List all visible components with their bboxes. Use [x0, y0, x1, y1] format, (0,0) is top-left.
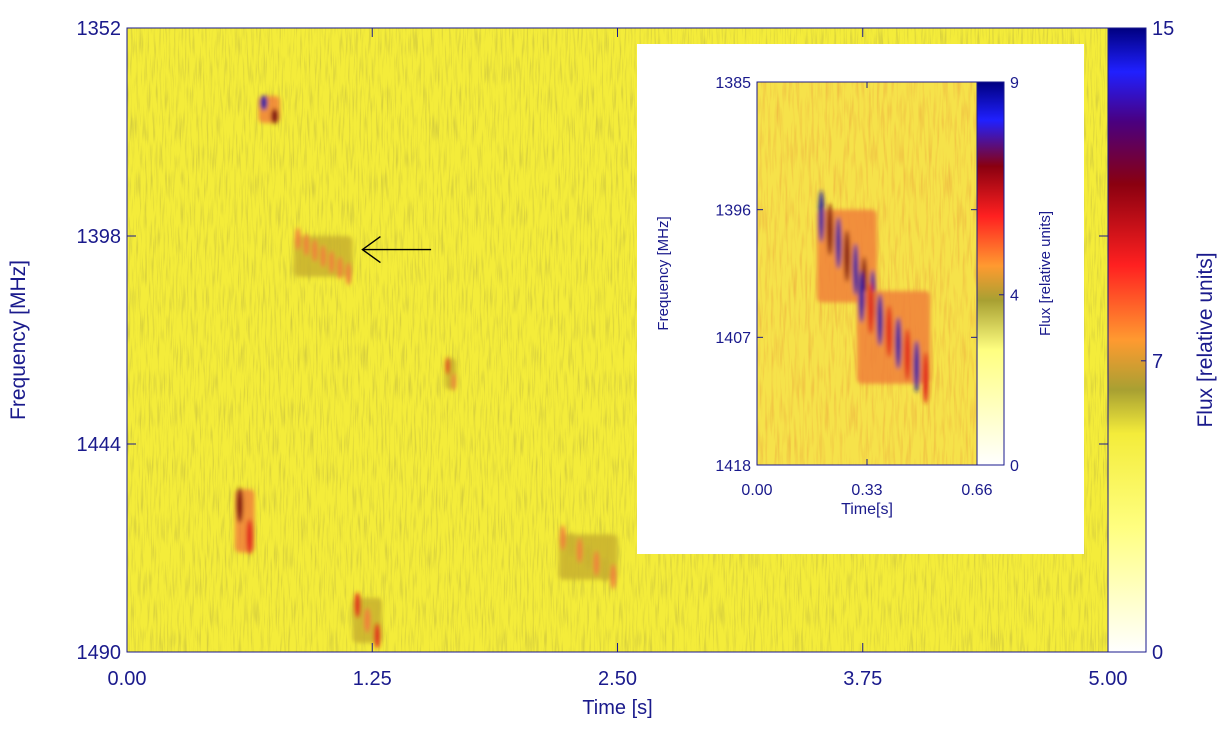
inset-colorbar-title: Flux [relative units] [1037, 211, 1054, 336]
inset-burst-1-spot-5 [904, 328, 911, 381]
main-burst-1-spot-6 [345, 262, 352, 286]
main-burst-1-spot-4 [328, 250, 335, 274]
main-burst-1 [293, 227, 353, 286]
main-burst-0-spot-1 [271, 108, 279, 124]
main-colorbar [1107, 27, 1147, 653]
main-features [234, 95, 618, 649]
inset-colorbar-tick-label: 0 [1010, 458, 1019, 475]
main-burst-0-spot-0 [260, 95, 268, 111]
main-burst-2-spot-1 [246, 518, 253, 555]
inset-y-tick-label: 1418 [715, 458, 751, 475]
main-burst-5-spot-2 [374, 622, 381, 649]
inset-burst-1-spot-0 [858, 270, 865, 323]
inset-x-axis-title: Time[s] [841, 501, 893, 518]
inset-colorbar [976, 81, 1005, 466]
main-burst-3 [444, 357, 457, 391]
inset-colorbar-tick-label: 9 [1010, 75, 1019, 92]
main-burst-4-spot-0 [560, 525, 566, 551]
main-burst-4-spot-6 [610, 563, 616, 590]
main-burst-4-spot-4 [593, 550, 600, 577]
inset-burst-1-spot-2 [876, 293, 883, 346]
inset-burst-1-spot-6 [913, 340, 920, 393]
main-y-tick-label: 1444 [77, 434, 122, 456]
inset-burst-0-spot-2 [835, 216, 842, 269]
main-burst-2-spot-0 [236, 487, 243, 523]
inset-burst-0-spot-1 [827, 203, 833, 256]
main-x-tick-label: 0.00 [108, 668, 147, 690]
inset-burst-0-spot-0 [818, 190, 825, 243]
main-y-tick-label: 1490 [77, 642, 122, 664]
main-burst-4-spot-5 [602, 557, 608, 583]
inset-burst-0-spot-4 [852, 243, 859, 296]
main-burst-1-spot-5 [337, 256, 343, 280]
inset-y-tick-label: 1407 [715, 330, 751, 347]
main-y-tick-label: 1352 [77, 18, 122, 40]
main-burst-0 [258, 95, 281, 124]
inset-chart: 0.00 0.33 0.66 1385 1396 1407 1418 Time[s] Frequ… [637, 44, 1084, 554]
main-burst-2 [234, 487, 255, 555]
main-x-tick-label: 5.00 [1089, 668, 1128, 690]
inset-x-tick-label: 0.00 [741, 482, 772, 499]
main-burst-4-spot-1 [568, 531, 574, 557]
main-colorbar-tick-label: 15 [1152, 18, 1174, 40]
inset-colorbar-tick-label: 4 [1010, 288, 1019, 305]
main-x-tick-label: 3.75 [843, 668, 882, 690]
inset-burst-1-spot-7 [922, 351, 929, 404]
inset-burst-1-spot-3 [886, 305, 893, 358]
inset-y-axis-title: Frequency [MHz] [655, 216, 672, 330]
main-burst-5 [352, 592, 383, 649]
main-y-tick-label: 1398 [77, 226, 122, 248]
main-burst-3-spot-0 [445, 357, 450, 375]
inset-burst-0-spot-3 [844, 230, 850, 283]
inset-burst-1-spot-4 [895, 317, 902, 370]
main-burst-1-spot-3 [320, 244, 326, 268]
inset-y-tick-label: 1396 [715, 202, 751, 219]
main-x-axis-title: Time [s] [582, 697, 652, 719]
inset-burst-1 [857, 270, 931, 404]
inset-x-tick-label: 0.33 [851, 482, 882, 499]
arrow-head [361, 235, 381, 264]
inset-features [817, 190, 931, 404]
inset-burst-halo-1 [857, 290, 931, 384]
inset-x-tick-label: 0.66 [961, 482, 992, 499]
main-burst-1-spot-1 [303, 233, 310, 257]
main-x-tick-label: 1.25 [353, 668, 392, 690]
main-y-axis-title: Frequency [MHz] [7, 260, 30, 420]
main-burst-4-spot-3 [585, 544, 591, 570]
main-burst-5-spot-1 [364, 607, 371, 634]
main-burst-3-spot-1 [451, 372, 456, 391]
main-colorbar-tick-label: 7 [1152, 351, 1163, 373]
main-burst-1-spot-2 [312, 239, 318, 262]
main-burst-4-spot-2 [576, 537, 583, 564]
main-x-tick-label: 2.50 [598, 668, 637, 690]
main-arrow-0 [361, 235, 432, 264]
main-colorbar-tick-label: 0 [1152, 642, 1163, 664]
inset-y-tick-label: 1385 [715, 75, 751, 92]
main-colorbar-title: Flux [relative units] [1194, 252, 1217, 427]
main-burst-1-spot-0 [295, 227, 301, 251]
inset-burst-1-spot-1 [867, 282, 874, 335]
main-burst-4 [558, 525, 618, 590]
main-burst-5-spot-0 [354, 592, 361, 618]
